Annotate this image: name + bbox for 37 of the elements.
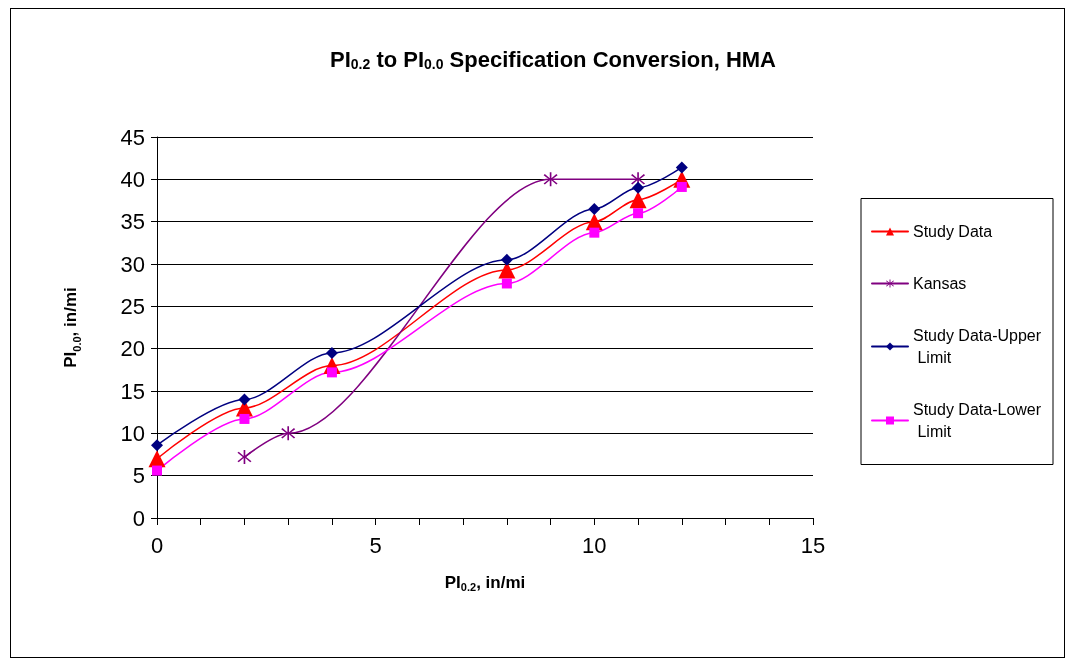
y-tick-label: 40 — [120, 166, 145, 192]
point — [238, 393, 251, 406]
y-tick-label: 15 — [120, 378, 145, 404]
point — [588, 202, 601, 215]
y-tick-label: 35 — [120, 209, 145, 235]
point — [148, 450, 166, 468]
point — [633, 208, 644, 219]
point — [151, 439, 163, 452]
legend-label: Study Data — [913, 223, 993, 240]
legend-label: Kansas — [913, 275, 967, 292]
y-tick-label: 45 — [120, 124, 145, 150]
legend-label: Study Data-Lower Limit — [913, 401, 1042, 440]
point — [589, 227, 600, 238]
point — [237, 450, 252, 465]
legend-label: Study Data-Upper Limit — [913, 327, 1042, 366]
y-tick-label: 0 — [132, 505, 145, 531]
point — [675, 161, 688, 174]
point — [501, 278, 512, 289]
y-tick-label: 30 — [120, 251, 145, 277]
point — [326, 367, 337, 378]
y-tick-label: 20 — [120, 336, 145, 362]
x-tick-label: 0 — [150, 532, 164, 558]
point — [500, 253, 513, 266]
x-tick-label: 15 — [800, 532, 826, 558]
y-tick-label: 5 — [132, 463, 145, 489]
point — [325, 346, 338, 359]
x-tick-label: 10 — [582, 532, 607, 558]
point — [281, 426, 296, 441]
point — [676, 181, 687, 192]
y-tick-label: 10 — [120, 420, 145, 446]
x-tick-label: 5 — [369, 532, 382, 558]
point — [632, 181, 645, 194]
y-axis-title: PI0.0, in/mi — [60, 287, 83, 368]
chart-title: PI0.2 to PI0.0 Specification Conversion, HMA — [330, 46, 777, 72]
point — [239, 413, 250, 424]
y-tick-label: 25 — [120, 293, 145, 319]
point — [629, 191, 647, 209]
